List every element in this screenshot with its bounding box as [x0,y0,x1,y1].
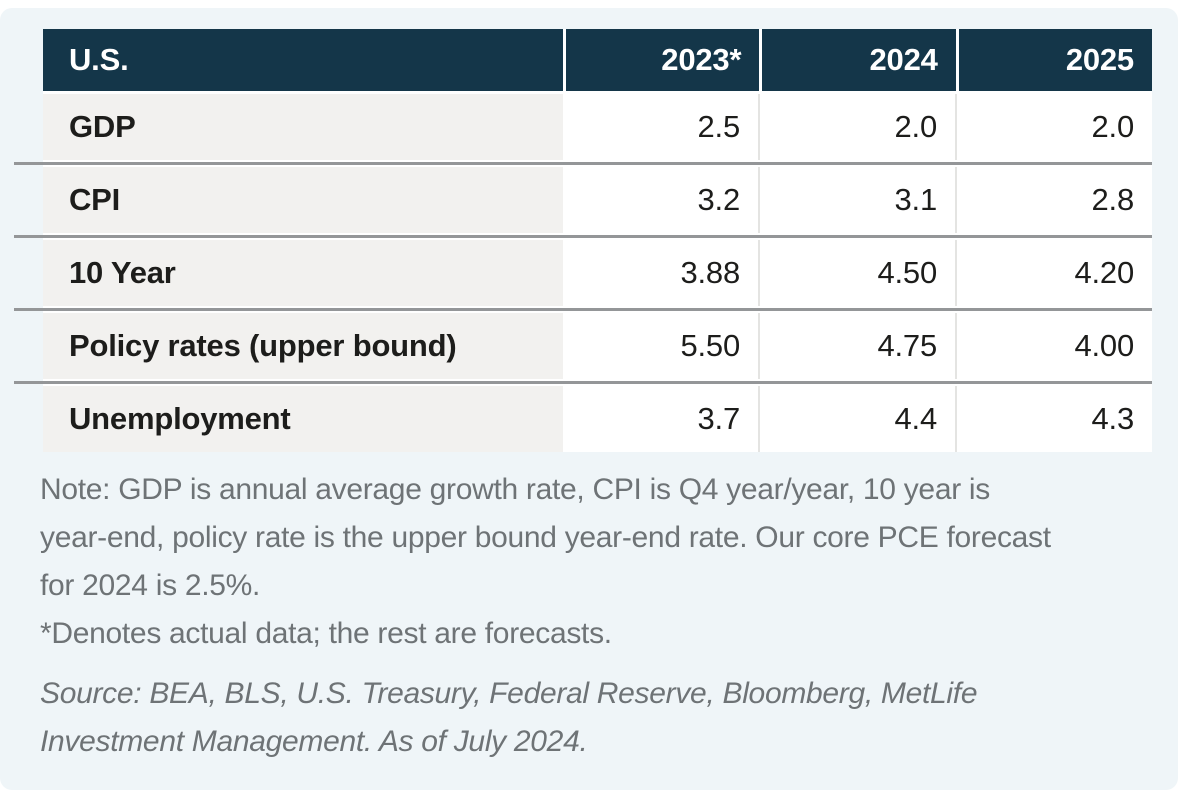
cell-2025: 4.20 [955,240,1152,306]
table-row: Policy rates (upper bound) 5.50 4.75 4.0… [43,313,1152,379]
us-forecast-table: U.S. 2023* 2024 2025 GDP 2.5 2.0 2.0 CPI… [14,29,1152,452]
cell-2024: 2.0 [758,94,955,160]
table-notes: Note: GDP is annual average growth rate,… [40,466,1055,766]
header-year-2023: 2023* [566,29,760,91]
row-separator [14,160,1152,167]
cell-2024: 3.1 [758,167,955,233]
header-gap [43,91,1152,94]
cell-2023: 3.2 [563,167,758,233]
row-label: 10 Year [43,240,563,306]
table-body: GDP 2.5 2.0 2.0 CPI 3.2 3.1 2.8 10 Year … [14,94,1152,452]
table-row: Unemployment 3.7 4.4 4.3 [43,386,1152,452]
forecast-panel: U.S. 2023* 2024 2025 GDP 2.5 2.0 2.0 CPI… [0,8,1178,790]
cell-2024: 4.75 [758,313,955,379]
cell-2023: 2.5 [563,94,758,160]
header-region-label: U.S. [43,29,563,91]
cell-2025: 4.3 [955,386,1152,452]
row-separator [14,233,1152,240]
table-row: CPI 3.2 3.1 2.8 [43,167,1152,233]
table-row: GDP 2.5 2.0 2.0 [43,94,1152,160]
note-text: Note: GDP is annual average growth rate,… [40,473,1051,602]
cell-2025: 4.00 [955,313,1152,379]
cell-2023: 3.88 [563,240,758,306]
row-label: GDP [43,94,563,160]
header-year-2025: 2025 [958,29,1152,91]
row-separator [14,379,1152,386]
row-separator [14,306,1152,313]
footnote-text: *Denotes actual data; the rest are forec… [40,617,612,650]
cell-2023: 5.50 [563,313,758,379]
source-text: Source: BEA, BLS, U.S. Treasury, Federal… [40,677,978,758]
cell-2025: 2.8 [955,167,1152,233]
row-label: Policy rates (upper bound) [43,313,563,379]
row-label: CPI [43,167,563,233]
table-header-row: U.S. 2023* 2024 2025 [43,29,1152,91]
cell-2024: 4.4 [758,386,955,452]
cell-2025: 2.0 [955,94,1152,160]
cell-2023: 3.7 [563,386,758,452]
table-row: 10 Year 3.88 4.50 4.20 [43,240,1152,306]
row-label: Unemployment [43,386,563,452]
cell-2024: 4.50 [758,240,955,306]
header-year-2024: 2024 [762,29,956,91]
